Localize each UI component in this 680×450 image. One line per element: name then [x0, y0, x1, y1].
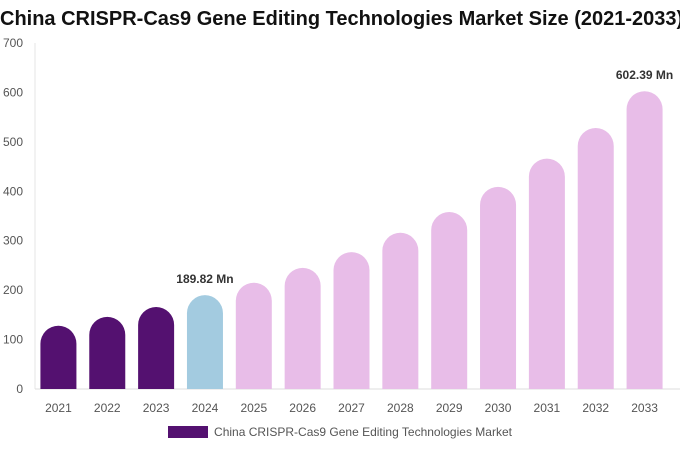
bar	[186, 295, 223, 389]
x-tick-label: 2027	[338, 401, 365, 415]
y-tick-label: 200	[3, 283, 23, 297]
y-tick-label: 100	[3, 333, 23, 347]
bar	[626, 91, 663, 390]
x-tick-label: 2033	[631, 401, 658, 415]
x-tick-label: 2032	[582, 401, 609, 415]
bar	[89, 316, 126, 389]
bar	[333, 252, 370, 389]
legend: China CRISPR-Cas9 Gene Editing Technolog…	[0, 425, 680, 439]
x-tick-label: 2025	[240, 401, 267, 415]
x-tick-label: 2022	[94, 401, 121, 415]
x-tick-label: 2023	[143, 401, 170, 415]
bar	[577, 128, 614, 389]
bar	[284, 267, 321, 389]
legend-swatch	[168, 426, 209, 438]
bar	[40, 325, 77, 389]
x-tick-label: 2021	[45, 401, 72, 415]
bar	[235, 282, 272, 389]
x-tick-label: 2030	[485, 401, 512, 415]
data-label: 602.39 Mn	[616, 68, 673, 82]
bar	[480, 186, 517, 389]
x-tick-label: 2029	[436, 401, 463, 415]
bar	[138, 306, 175, 389]
x-tick-label: 2024	[192, 401, 219, 415]
x-tick-label: 2026	[289, 401, 316, 415]
bar	[431, 212, 468, 389]
chart-title: China CRISPR-Cas9 Gene Editing Technolog…	[0, 8, 680, 30]
y-tick-label: 500	[3, 135, 23, 149]
x-tick-label: 2028	[387, 401, 414, 415]
y-tick-label: 600	[3, 85, 23, 99]
legend-label: China CRISPR-Cas9 Gene Editing Technolog…	[214, 425, 512, 439]
y-tick-label: 700	[3, 36, 23, 50]
y-tick-label: 300	[3, 234, 23, 248]
bar	[382, 232, 419, 389]
x-tick-label: 2031	[534, 401, 561, 415]
data-label: 189.82 Mn	[176, 272, 233, 286]
y-tick-label: 0	[16, 382, 23, 396]
y-tick-label: 400	[3, 184, 23, 198]
bar	[528, 158, 565, 389]
